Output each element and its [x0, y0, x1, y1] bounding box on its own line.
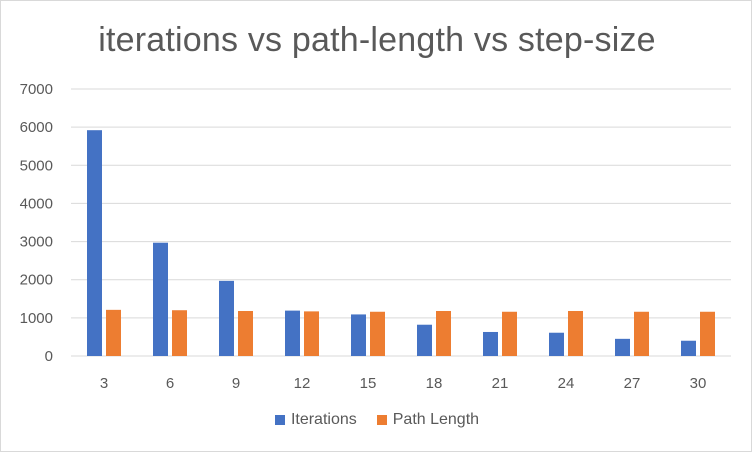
bar-path-length-18: [436, 310, 451, 356]
y-axis-tick-labels: 0 1000 2000 3000 4000 5000 6000 7000: [20, 81, 53, 365]
x-tick-label: 3: [100, 375, 108, 392]
legend-label-iterations: Iterations: [290, 411, 357, 428]
y-tick-label: 3000: [20, 234, 53, 251]
x-tick-label: 27: [624, 375, 641, 392]
x-tick-label: 21: [492, 375, 509, 392]
legend-item-path-length: Path Length: [376, 411, 480, 429]
y-tick-label: 6000: [20, 119, 53, 136]
bars: [87, 130, 715, 356]
y-tick-label: 1000: [20, 310, 53, 327]
gridlines: [71, 88, 731, 357]
bar-iterations-27: [615, 338, 630, 356]
bar-iterations-18: [417, 324, 432, 356]
x-axis-tick-labels: 3 6 9 12 15 18 21 24 27 30: [100, 375, 707, 392]
x-tick-label: 9: [232, 375, 240, 392]
legend-swatch-path-length: [376, 415, 387, 425]
bar-path-length-24: [568, 310, 583, 356]
legend-label-path-length: Path Length: [392, 411, 480, 428]
bar-path-length-21: [502, 311, 517, 356]
bar-path-length-15: [370, 311, 385, 356]
bar-iterations-12: [285, 310, 300, 356]
bar-path-length-30: [700, 311, 715, 356]
x-tick-label: 30: [690, 375, 707, 392]
bar-iterations-21: [483, 331, 498, 356]
y-tick-label: 4000: [20, 195, 53, 212]
x-tick-label: 18: [426, 375, 443, 392]
y-tick-label: 7000: [20, 81, 53, 98]
bar-path-length-12: [304, 311, 319, 356]
bar-path-length-3: [106, 309, 121, 356]
x-tick-label: 15: [360, 375, 377, 392]
bar-iterations-3: [87, 130, 102, 356]
bar-iterations-24: [549, 332, 564, 356]
x-tick-label: 12: [294, 375, 311, 392]
bar-path-length-9: [238, 310, 253, 356]
chart-title: iterations vs path-length vs step-size: [98, 21, 656, 59]
legend: Iterations Path Length: [1, 411, 752, 429]
bar-iterations-9: [219, 280, 234, 356]
y-tick-label: 0: [45, 348, 53, 365]
legend-item-iterations: Iterations: [274, 411, 357, 429]
bar-path-length-6: [172, 310, 187, 356]
bar-iterations-6: [153, 242, 168, 356]
legend-swatch-iterations: [274, 415, 285, 425]
bar-path-length-27: [634, 311, 649, 356]
x-tick-label: 6: [166, 375, 174, 392]
y-tick-label: 5000: [20, 157, 53, 174]
bar-iterations-30: [681, 340, 696, 356]
y-tick-label: 2000: [20, 272, 53, 289]
x-tick-label: 24: [558, 375, 575, 392]
bar-iterations-15: [351, 314, 366, 356]
